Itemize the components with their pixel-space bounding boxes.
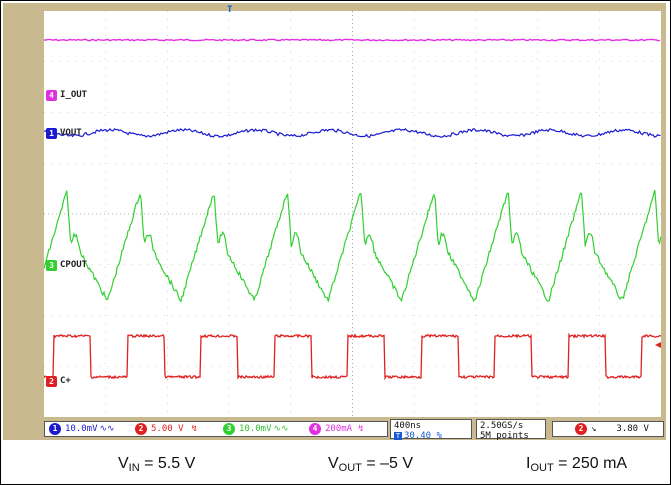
trigger-channel-badge: 2 xyxy=(575,423,587,435)
ch1-scale-badge: 1 xyxy=(49,423,61,435)
ch1-trace xyxy=(44,127,661,139)
iout-caption: IOUT = 250 mA xyxy=(526,455,627,474)
ch2-trace xyxy=(44,332,661,381)
trigger-setting: 2 ↘ 3.80 V xyxy=(575,423,649,435)
vout-caption: VOUT = –5 V xyxy=(328,455,413,474)
trigger-position-value: 30.40 % xyxy=(404,431,442,441)
ch2-name: C+ xyxy=(60,376,71,386)
bandwidth-limit-icon: ∿∿ xyxy=(99,424,115,434)
trigger-position: T 30.40 % xyxy=(394,431,468,441)
ch2-scale-value: 5.00 V xyxy=(151,424,184,434)
trigger-panel: 2 ↘ 3.80 V xyxy=(552,421,664,437)
ch3-scale: 3 10.0mV ∿∿ xyxy=(223,423,289,435)
status-bar: 1 10.0mV ∿∿ 2 5.00 V ↯ 3 10.0mV ∿∿ 4 200… xyxy=(6,416,669,441)
ch2-scale-badge: 2 xyxy=(135,423,147,435)
ch1-scale: 1 10.0mV ∿∿ xyxy=(49,423,115,435)
trigger-position-icon: T xyxy=(227,5,233,15)
trigger-level-icon xyxy=(655,342,661,348)
ch1-label: 1 VOUT xyxy=(46,127,82,139)
trigger-level: 3.80 V xyxy=(616,424,649,434)
timebase-panel: 400ns T 30.40 % xyxy=(390,419,472,441)
ch3-scale-value: 10.0mV xyxy=(239,424,272,434)
ch2-badge: 2 xyxy=(46,375,57,387)
ch1-badge: 1 xyxy=(46,127,57,139)
ch4-trace xyxy=(44,38,661,42)
ch3-label: 3 CPOUT xyxy=(46,259,87,271)
iout-value: = 250 mA xyxy=(553,455,628,472)
ch4-scale-badge: 4 xyxy=(309,423,321,435)
ch1-name: VOUT xyxy=(60,128,82,138)
channel-scale-panel: 1 10.0mV ∿∿ 2 5.00 V ↯ 3 10.0mV ∿∿ 4 200… xyxy=(44,421,388,437)
record-length: 5M points xyxy=(480,431,529,441)
trigger-position-badge: T xyxy=(394,432,402,440)
iout-symbol: I xyxy=(526,455,531,472)
ch4-name: I_OUT xyxy=(60,90,88,100)
ch4-scale: 4 200mA ↯ xyxy=(309,423,364,435)
vin-caption: VIN = 5.5 V xyxy=(118,455,195,474)
waveform-plot xyxy=(44,11,661,417)
ch1-scale-value: 10.0mV xyxy=(65,424,98,434)
iout-subscript: OUT xyxy=(530,462,554,474)
vin-symbol: V xyxy=(118,455,129,472)
ch2-scale: 2 5.00 V ↯ xyxy=(135,423,197,435)
coupling-icon: ↯ xyxy=(358,424,364,434)
timebase-value: 400ns xyxy=(394,421,422,431)
ch4-badge: 4 xyxy=(46,89,57,101)
vin-subscript: IN xyxy=(128,462,140,474)
ch4-label: 4 I_OUT xyxy=(46,89,87,101)
vout-value: = –5 V xyxy=(361,455,414,472)
oscilloscope-display: 4 I_OUT 1 VOUT 3 CPOUT 2 C+ T 1 10.0mV ∿… xyxy=(3,3,669,441)
ch3-badge: 3 xyxy=(46,259,57,271)
ch3-trace xyxy=(44,189,661,303)
falling-edge-icon: ↘ xyxy=(591,424,597,434)
ch4-scale-value: 200mA xyxy=(325,424,353,434)
bandwidth-limit-icon: ∿∿ xyxy=(273,424,289,434)
ch3-name: CPOUT xyxy=(60,260,88,270)
vout-subscript: OUT xyxy=(338,462,362,474)
waveform-screen: 4 I_OUT 1 VOUT 3 CPOUT 2 C+ T xyxy=(44,5,661,417)
vin-value: = 5.5 V xyxy=(139,455,196,472)
sampling-panel: 2.50GS/s 5M points xyxy=(476,419,546,441)
ch3-scale-badge: 3 xyxy=(223,423,235,435)
sample-rate: 2.50GS/s xyxy=(480,421,524,431)
ch2-label: 2 C+ xyxy=(46,375,71,387)
vout-symbol: V xyxy=(328,455,339,472)
coupling-icon: ↯ xyxy=(191,424,197,434)
